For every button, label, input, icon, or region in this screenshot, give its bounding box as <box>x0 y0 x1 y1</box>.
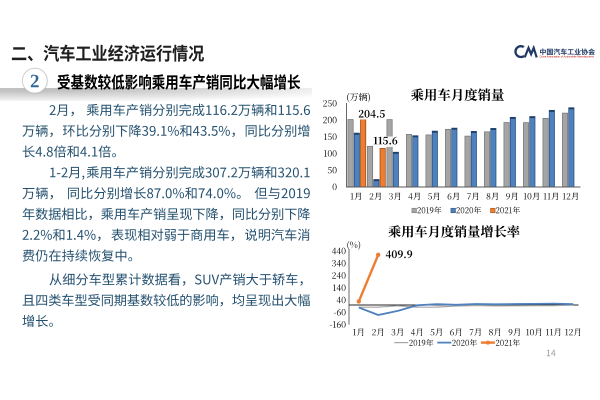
svg-text:China Association of Automobil: China Association of Automobile Manufact… <box>539 55 594 59</box>
